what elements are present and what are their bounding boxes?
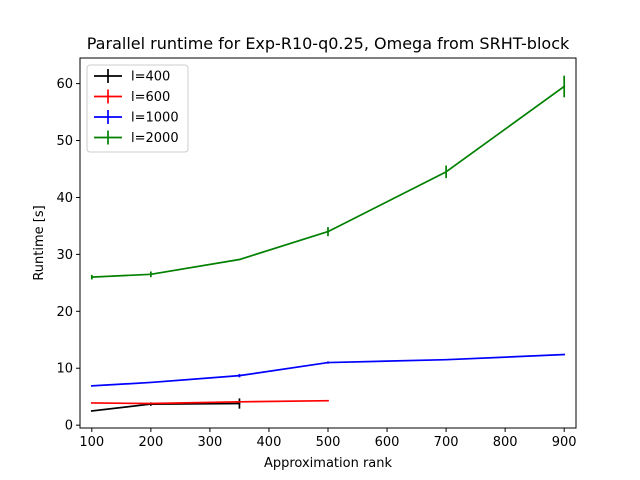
x-tick-label: 600 bbox=[375, 435, 400, 450]
series-line bbox=[90, 85, 566, 279]
series-l-2000 bbox=[90, 75, 566, 280]
y-axis-ticks: 0 10 20 30 40 50 60 bbox=[56, 77, 80, 434]
y-axis-label: Runtime [s] bbox=[32, 205, 47, 280]
y-tick-label: 50 bbox=[56, 134, 73, 149]
x-tick-label: 200 bbox=[138, 435, 163, 450]
y-tick-label: 40 bbox=[56, 191, 73, 206]
legend: l=400 l=600 l=1000 l=2000 bbox=[86, 64, 189, 153]
series-layer bbox=[90, 75, 566, 412]
legend-label: l=2000 bbox=[131, 131, 179, 146]
legend-label: l=600 bbox=[131, 90, 170, 105]
x-tick-label: 900 bbox=[552, 435, 577, 450]
y-tick-label: 10 bbox=[56, 362, 73, 377]
legend-entries: l=400 l=600 l=1000 l=2000 bbox=[94, 69, 179, 146]
legend-box bbox=[86, 64, 189, 153]
y-tick-label: 0 bbox=[65, 419, 73, 434]
y-tick-label: 30 bbox=[56, 248, 73, 263]
x-tick-label: 500 bbox=[316, 435, 341, 450]
x-tick-label: 700 bbox=[434, 435, 459, 450]
legend-label: l=1000 bbox=[131, 111, 179, 126]
x-tick-label: 300 bbox=[197, 435, 222, 450]
y-tick-label: 60 bbox=[56, 77, 73, 92]
series-l-1000 bbox=[90, 353, 566, 387]
x-tick-label: 800 bbox=[493, 435, 518, 450]
chart-title: Parallel runtime for Exp-R10-q0.25, Omeg… bbox=[87, 34, 570, 53]
y-tick-label: 20 bbox=[56, 305, 73, 320]
x-axis-ticks: 100 200 300 400 500 600 700 800 900 bbox=[79, 428, 577, 450]
legend-label: l=400 bbox=[131, 70, 170, 85]
series-l-600 bbox=[90, 399, 329, 405]
series-line bbox=[90, 353, 566, 387]
series-line bbox=[90, 399, 329, 405]
x-axis-label: Approximation rank bbox=[264, 456, 393, 471]
x-tick-label: 100 bbox=[79, 435, 104, 450]
x-tick-label: 400 bbox=[257, 435, 282, 450]
